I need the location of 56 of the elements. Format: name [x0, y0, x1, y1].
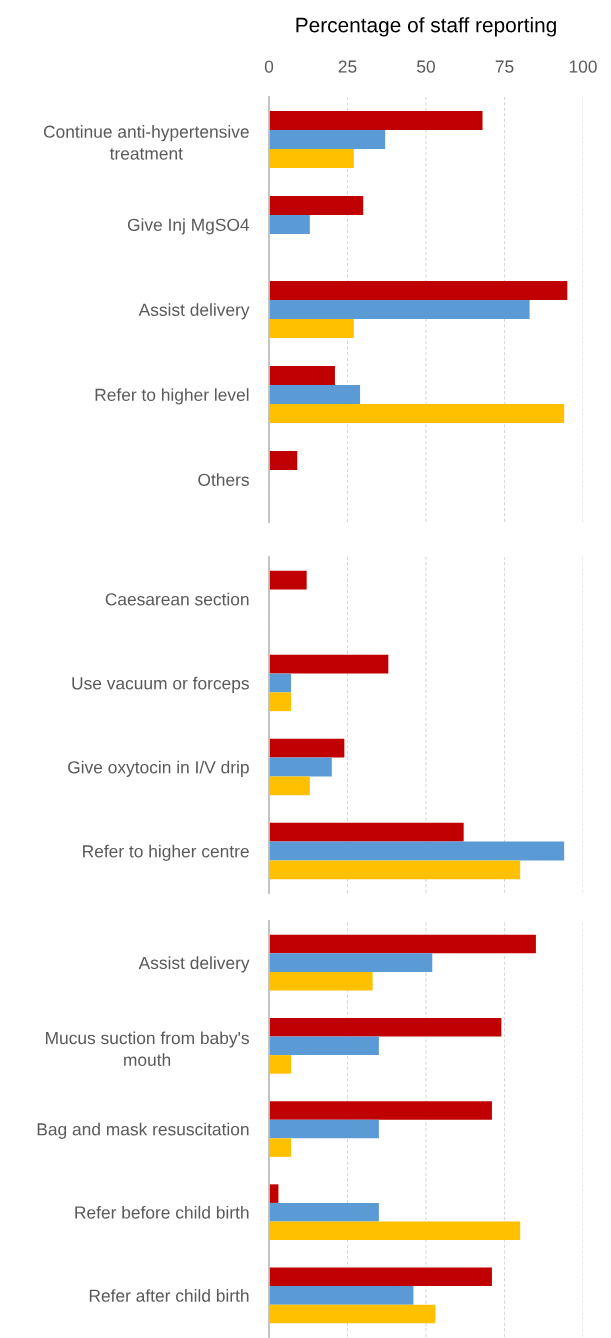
bar	[269, 1267, 492, 1287]
bar	[269, 1286, 414, 1305]
bar	[269, 1036, 379, 1056]
y-tick-label: Refer after child birth	[89, 1289, 249, 1302]
bar	[269, 860, 521, 880]
y-tick-label: Give Inj MgSO4	[127, 218, 250, 235]
bar	[269, 281, 568, 301]
bar	[269, 738, 345, 758]
x-tick-label: 0	[264, 60, 274, 73]
bar	[269, 1304, 436, 1324]
bar	[269, 673, 291, 693]
bar	[269, 934, 536, 954]
y-tick-label: Refer to higher centre	[83, 844, 249, 861]
bar	[269, 654, 389, 674]
x-tick-label: 75	[495, 60, 514, 73]
y-tick-label: Use vacuum or forceps	[72, 676, 249, 693]
bar	[269, 776, 310, 796]
bar	[269, 451, 298, 471]
bar	[269, 1221, 521, 1241]
bar	[269, 822, 464, 842]
x-tick-label: 25	[338, 60, 357, 73]
bar	[269, 1119, 379, 1139]
bar	[269, 1055, 291, 1074]
bar	[269, 130, 386, 149]
y-tick-label: Caesarean section	[105, 592, 249, 606]
x-tick-label: 100	[569, 60, 597, 73]
bar	[269, 692, 291, 712]
bar	[269, 111, 483, 131]
y-tick-label: Continue anti-hypertensive treatment	[43, 125, 249, 160]
bar	[269, 953, 433, 972]
y-tick-label: Refer before child birth	[75, 1205, 249, 1219]
bar	[269, 971, 373, 991]
bar	[269, 318, 354, 338]
y-tick-label: Refer to higher level	[95, 388, 249, 405]
y-tick-label: Bag and mask resuscitation	[37, 1122, 249, 1139]
y-tick-label: Assist delivery	[138, 303, 250, 320]
bar	[269, 1202, 379, 1222]
bar	[269, 215, 310, 234]
bar	[269, 148, 354, 168]
bar	[269, 570, 307, 590]
bar	[269, 1138, 291, 1157]
bar	[269, 1101, 492, 1120]
bar	[269, 366, 335, 386]
x-tick-label: 50	[417, 60, 435, 73]
y-tick-label: Assist delivery	[138, 956, 250, 973]
y-tick-label: Give oxytocin in I/V drip	[68, 760, 249, 777]
bar	[269, 300, 530, 319]
bar	[269, 385, 361, 404]
y-tick-label: Others	[198, 473, 249, 486]
x-axis-title: Percentage of staff reporting	[296, 17, 556, 37]
bar	[269, 841, 565, 861]
bar	[269, 196, 364, 216]
y-tick-label: Mucus suction from baby's mouth	[46, 1031, 249, 1067]
bar	[269, 403, 565, 423]
bar	[269, 1017, 502, 1037]
bar	[269, 757, 332, 777]
